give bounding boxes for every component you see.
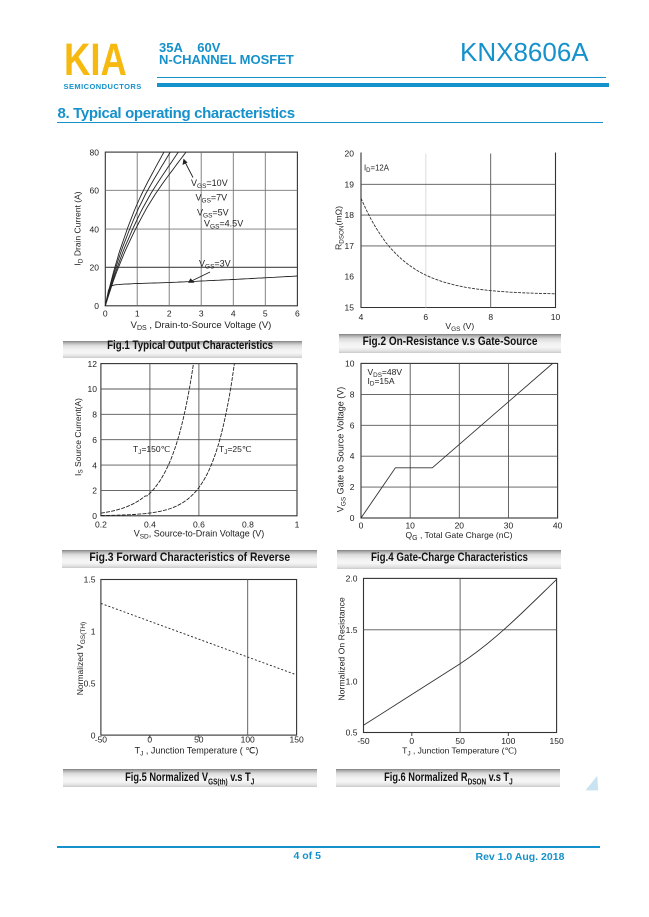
svg-text:VGS=3V: VGS=3V [199,259,231,271]
svg-text:0: 0 [359,521,364,531]
svg-text:19: 19 [345,179,355,189]
svg-text:80: 80 [90,147,100,157]
svg-text:0: 0 [350,513,355,523]
svg-text:150: 150 [290,735,304,745]
svg-text:20: 20 [455,521,465,531]
svg-text:IS Source Current(A): IS Source Current(A) [73,398,85,476]
svg-text:ID=15A: ID=15A [368,376,395,388]
svg-text:12: 12 [88,359,98,369]
svg-text:TJ=150℃: TJ=150℃ [133,444,171,456]
svg-text:TJ , Junction Temperature ( ℃): TJ , Junction Temperature ( ℃) [135,746,259,758]
svg-text:ID=12A: ID=12A [364,163,390,174]
svg-text:17: 17 [345,241,355,251]
svg-text:TJ , Junction Temperature (℃): TJ , Junction Temperature (℃) [402,746,517,758]
svg-text:0: 0 [94,301,99,311]
svg-text:1: 1 [295,520,300,530]
svg-text:20: 20 [345,149,355,159]
svg-text:20: 20 [90,263,100,273]
svg-text:2: 2 [92,486,97,496]
svg-text:0.5: 0.5 [346,728,358,738]
svg-text:6: 6 [423,312,428,322]
svg-text:60: 60 [90,186,100,196]
svg-text:100: 100 [241,735,255,745]
svg-text:6: 6 [92,435,97,445]
svg-text:0: 0 [409,736,414,746]
svg-text:0.6: 0.6 [193,520,205,530]
svg-text:0.4: 0.4 [144,520,156,530]
svg-text:0: 0 [92,511,97,521]
svg-text:ID Drain Current (A): ID Drain Current (A) [73,191,85,265]
svg-text:0: 0 [147,735,152,745]
svg-text:1.5: 1.5 [346,625,358,635]
svg-text:50: 50 [455,736,465,746]
svg-text:Normalized VGS(TH): Normalized VGS(TH) [75,622,87,695]
svg-text:RDSON(mΩ): RDSON(mΩ) [334,206,346,250]
svg-text:30: 30 [504,521,514,531]
svg-text:0.2: 0.2 [95,520,107,530]
svg-text:10: 10 [551,312,561,322]
svg-text:VGS=10V: VGS=10V [191,178,228,190]
svg-text:VGS Gate to Source Voltage (V: VGS Gate to Source Voltage (V) [336,387,348,512]
svg-text:4: 4 [359,312,364,322]
svg-text:10: 10 [88,384,98,394]
svg-text:16: 16 [345,272,355,282]
svg-text:150: 150 [550,736,564,746]
svg-text:1.5: 1.5 [84,575,96,585]
svg-text:2: 2 [167,309,172,319]
svg-text:5: 5 [263,309,268,319]
svg-text:2.0: 2.0 [346,574,358,584]
svg-text:1: 1 [135,309,140,319]
svg-text:40: 40 [553,521,563,531]
svg-text:0.8: 0.8 [242,520,254,530]
svg-text:-50: -50 [357,736,370,746]
svg-text:VGS=7V: VGS=7V [196,193,228,205]
svg-text:10: 10 [405,521,415,531]
svg-text:VSD, Source-to-Drain Voltage (: VSD, Source-to-Drain Voltage (V) [134,528,265,540]
svg-text:40: 40 [90,224,100,234]
svg-text:QG , Total Gate Charge (nC): QG , Total Gate Charge (nC) [406,530,513,542]
svg-text:1: 1 [91,627,96,637]
svg-text:50: 50 [194,735,204,745]
svg-text:4: 4 [350,451,355,461]
svg-text:6: 6 [295,309,300,319]
svg-text:10: 10 [345,358,355,368]
svg-text:8: 8 [350,389,355,399]
svg-text:TJ=25℃: TJ=25℃ [219,444,252,456]
svg-text:8: 8 [488,312,493,322]
svg-text:8: 8 [92,410,97,420]
svg-text:VGS (V): VGS (V) [445,321,474,333]
svg-text:100: 100 [501,736,515,746]
svg-text:0: 0 [91,730,96,740]
svg-text:15: 15 [345,303,355,313]
svg-text:VDS=48V: VDS=48V [368,367,403,379]
svg-text:6: 6 [350,420,355,430]
svg-text:1.0: 1.0 [346,676,358,686]
svg-text:18: 18 [345,210,355,220]
svg-text:3: 3 [199,309,204,319]
svg-text:Normalized On Resistance: Normalized On Resistance [337,597,347,700]
svg-text:0.5: 0.5 [84,679,96,689]
svg-text:VDS , Drain-to-Source Voltage: VDS , Drain-to-Source Voltage (V) [131,320,272,332]
svg-text:4: 4 [231,309,236,319]
svg-text:-50: -50 [95,735,108,745]
svg-text:0: 0 [103,309,108,319]
svg-text:4: 4 [92,460,97,470]
svg-text:2: 2 [350,482,355,492]
